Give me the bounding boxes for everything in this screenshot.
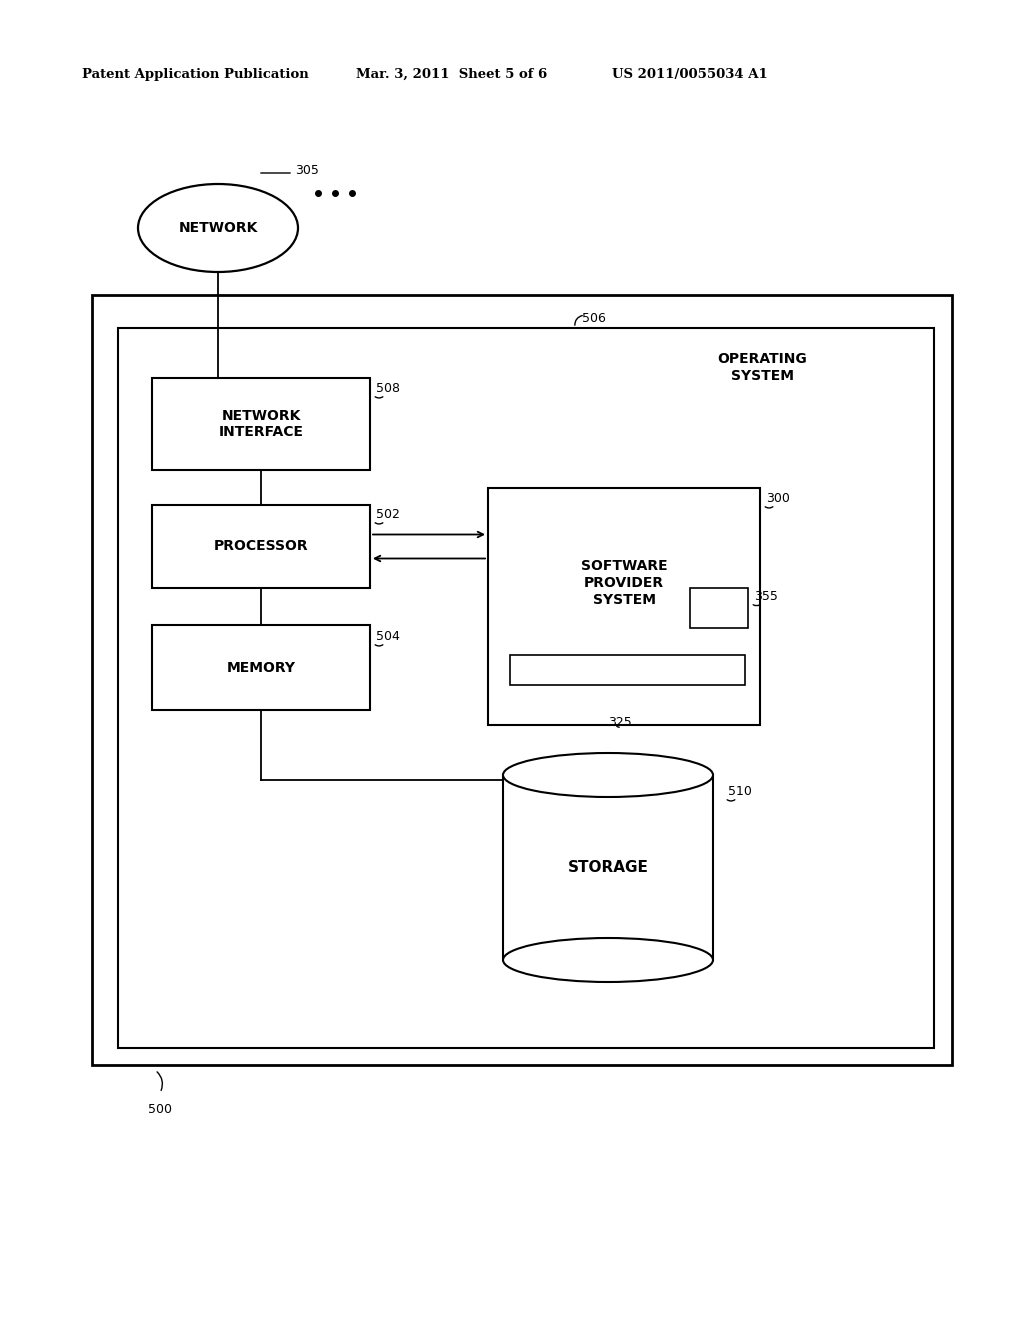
Text: 502: 502 [376,508,400,521]
Bar [152,378,370,470]
Text: 506: 506 [582,312,606,325]
Text: MEMORY: MEMORY [226,660,296,675]
Text: US 2011/0055034 A1: US 2011/0055034 A1 [612,69,768,81]
Text: 510: 510 [728,785,752,799]
Text: 504: 504 [376,630,400,643]
Text: STORAGE: STORAGE [567,861,648,875]
Bar [118,327,934,1048]
Text: 355: 355 [754,590,778,603]
Text: 325: 325 [608,715,632,729]
Text: OPERATING
SYSTEM: OPERATING SYSTEM [717,352,807,383]
Bar [488,488,760,725]
Bar [92,294,952,1065]
Bar [510,655,745,685]
Text: 508: 508 [376,381,400,395]
Text: 305: 305 [295,164,318,177]
Bar [152,624,370,710]
Bar [152,506,370,587]
Ellipse shape [503,939,713,982]
Text: 500: 500 [148,1104,172,1115]
Text: Mar. 3, 2011  Sheet 5 of 6: Mar. 3, 2011 Sheet 5 of 6 [356,69,547,81]
Text: NETWORK
INTERFACE: NETWORK INTERFACE [218,409,303,440]
Text: NETWORK: NETWORK [178,220,258,235]
Ellipse shape [503,752,713,797]
Text: Patent Application Publication: Patent Application Publication [82,69,309,81]
Text: PROCESSOR: PROCESSOR [214,540,308,553]
Bar [690,587,748,628]
Text: SOFTWARE
PROVIDER
SYSTEM: SOFTWARE PROVIDER SYSTEM [581,558,668,607]
Text: 300: 300 [766,492,790,506]
